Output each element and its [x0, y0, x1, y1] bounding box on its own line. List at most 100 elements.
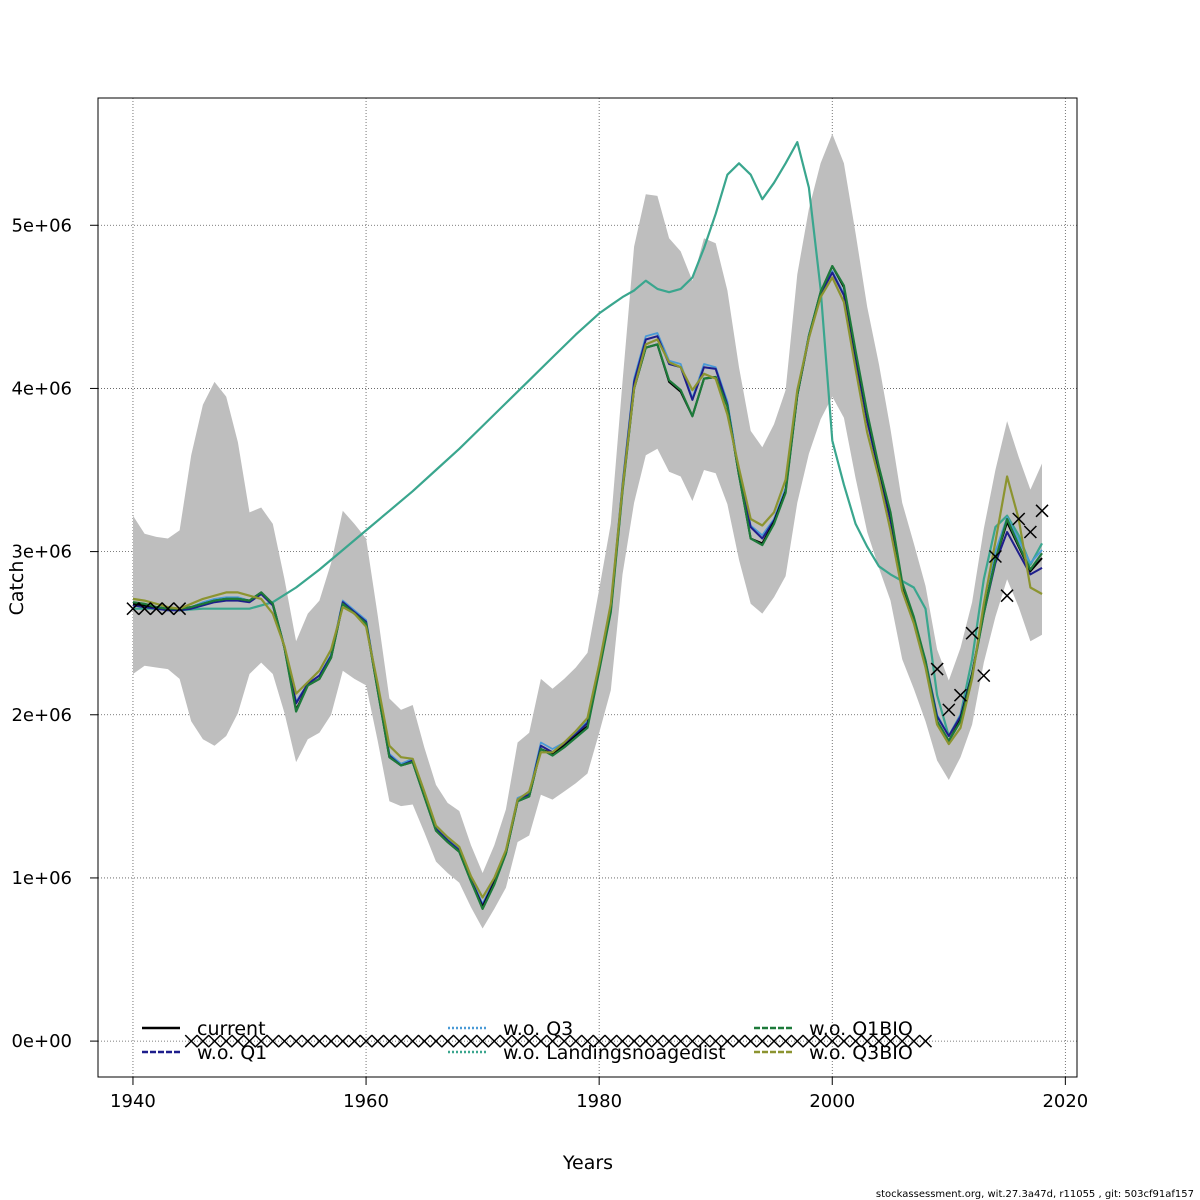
y-tick-label: 0e+00 — [11, 1031, 72, 1052]
observed-point — [709, 1034, 723, 1048]
observed-point — [849, 1034, 863, 1048]
legend-label: w.o. Q1 — [197, 1042, 267, 1064]
y-tick-label: 5e+06 — [11, 215, 72, 236]
observed-point — [895, 1034, 909, 1048]
observed-point — [662, 1034, 676, 1048]
observed-point — [720, 1034, 734, 1048]
observed-point — [779, 1034, 793, 1048]
observed-point — [511, 1034, 525, 1048]
observed-point — [452, 1034, 466, 1048]
observed-point — [522, 1034, 536, 1048]
observed-point — [277, 1034, 292, 1048]
x-tick-label: 2020 — [1042, 1091, 1088, 1112]
observed-point — [988, 549, 1002, 564]
observed-point — [825, 1034, 839, 1048]
legend-label: w.o. Landingsnoagedist — [503, 1042, 726, 1064]
y-axis-title: Catch — [6, 561, 28, 616]
observed-point — [149, 602, 163, 616]
observed-point — [744, 1034, 758, 1048]
observed-point — [441, 1034, 455, 1048]
observed-point — [138, 602, 152, 616]
observed-point — [394, 1034, 408, 1048]
observed-point — [674, 1034, 688, 1048]
observed-point — [347, 1034, 361, 1048]
x-axis-title: Years — [562, 1152, 613, 1174]
observed-point — [254, 1034, 268, 1048]
observed-point — [685, 1034, 699, 1048]
observed-point — [196, 1034, 210, 1048]
x-tick-label: 1960 — [343, 1091, 389, 1112]
observed-point — [546, 1034, 560, 1048]
footer-text: stockassessment.org, wit.27.3a47d, r1105… — [876, 1189, 1194, 1200]
observed-point — [837, 1034, 851, 1048]
observed-point — [1012, 512, 1026, 526]
observed-point — [301, 1034, 315, 1048]
observed-point — [650, 1034, 664, 1048]
observed-point — [289, 1034, 303, 1048]
observed-point — [371, 1034, 385, 1048]
observed-point — [802, 1034, 816, 1048]
y-tick-label: 3e+06 — [11, 542, 72, 563]
observed-point — [219, 1034, 233, 1048]
observed-point — [382, 1034, 396, 1048]
legend-item: w.o. Q1BIO — [754, 1018, 913, 1040]
observed-point — [918, 1034, 933, 1048]
observed-point — [429, 1034, 443, 1048]
series-line-w-o-landingsnoagedist — [133, 141, 1043, 738]
observed-point — [534, 1034, 548, 1048]
observed-point — [1023, 525, 1037, 539]
observed-point — [732, 1034, 746, 1048]
observed-point — [930, 662, 944, 676]
legend-item: w.o. Q3BIO — [754, 1042, 913, 1064]
observed-point — [557, 1034, 571, 1048]
observed-point — [242, 1034, 257, 1048]
confidence-band — [133, 133, 1042, 929]
x-tick-label: 1980 — [576, 1091, 622, 1112]
y-tick-label: 2e+06 — [11, 705, 72, 726]
observed-point — [1035, 504, 1049, 518]
legend-item: current — [142, 1018, 266, 1040]
observed-point — [231, 1034, 245, 1048]
legend-item: w.o. Landingsnoagedist — [448, 1042, 726, 1064]
observed-point — [476, 1034, 490, 1048]
observed-point — [615, 1034, 629, 1048]
observed-point — [697, 1034, 711, 1048]
plot-frame — [97, 97, 1078, 1078]
observed-point — [977, 669, 991, 683]
observed-point — [312, 1034, 326, 1048]
observed-point — [569, 1034, 583, 1048]
observed-point — [266, 1034, 280, 1048]
observed-point — [406, 1034, 420, 1048]
observed-point — [942, 703, 956, 717]
legend-item: w.o. Q3 — [448, 1018, 573, 1040]
observed-point — [417, 1034, 431, 1048]
observed-point — [126, 602, 140, 616]
legend-label: w.o. Q1BIO — [809, 1018, 913, 1040]
observed-point — [208, 1034, 222, 1048]
observed-point — [767, 1034, 781, 1048]
y-tick-label: 4e+06 — [11, 378, 72, 399]
observed-point — [639, 1034, 653, 1048]
x-tick-label: 2000 — [809, 1091, 855, 1112]
observed-point — [336, 1034, 350, 1048]
observed-point — [592, 1034, 606, 1048]
observed-point — [173, 602, 187, 616]
observed-point — [487, 1034, 501, 1048]
series-line-w-o-q3bio — [132, 276, 1043, 899]
observed-point — [953, 688, 967, 702]
observed-point — [604, 1034, 618, 1048]
series-lines — [132, 141, 1043, 911]
observed-point — [580, 1034, 595, 1048]
observed-catch-points — [126, 504, 1049, 1048]
observed-point — [184, 1034, 198, 1048]
observed-point — [161, 602, 175, 616]
observed-point — [499, 1034, 513, 1048]
observed-point — [790, 1034, 804, 1048]
y-tick-label: 1e+06 — [11, 868, 72, 889]
legend-label: w.o. Q3BIO — [809, 1042, 913, 1064]
confidence-band-area — [133, 133, 1042, 929]
observed-point — [965, 626, 979, 640]
observed-point — [907, 1034, 921, 1048]
